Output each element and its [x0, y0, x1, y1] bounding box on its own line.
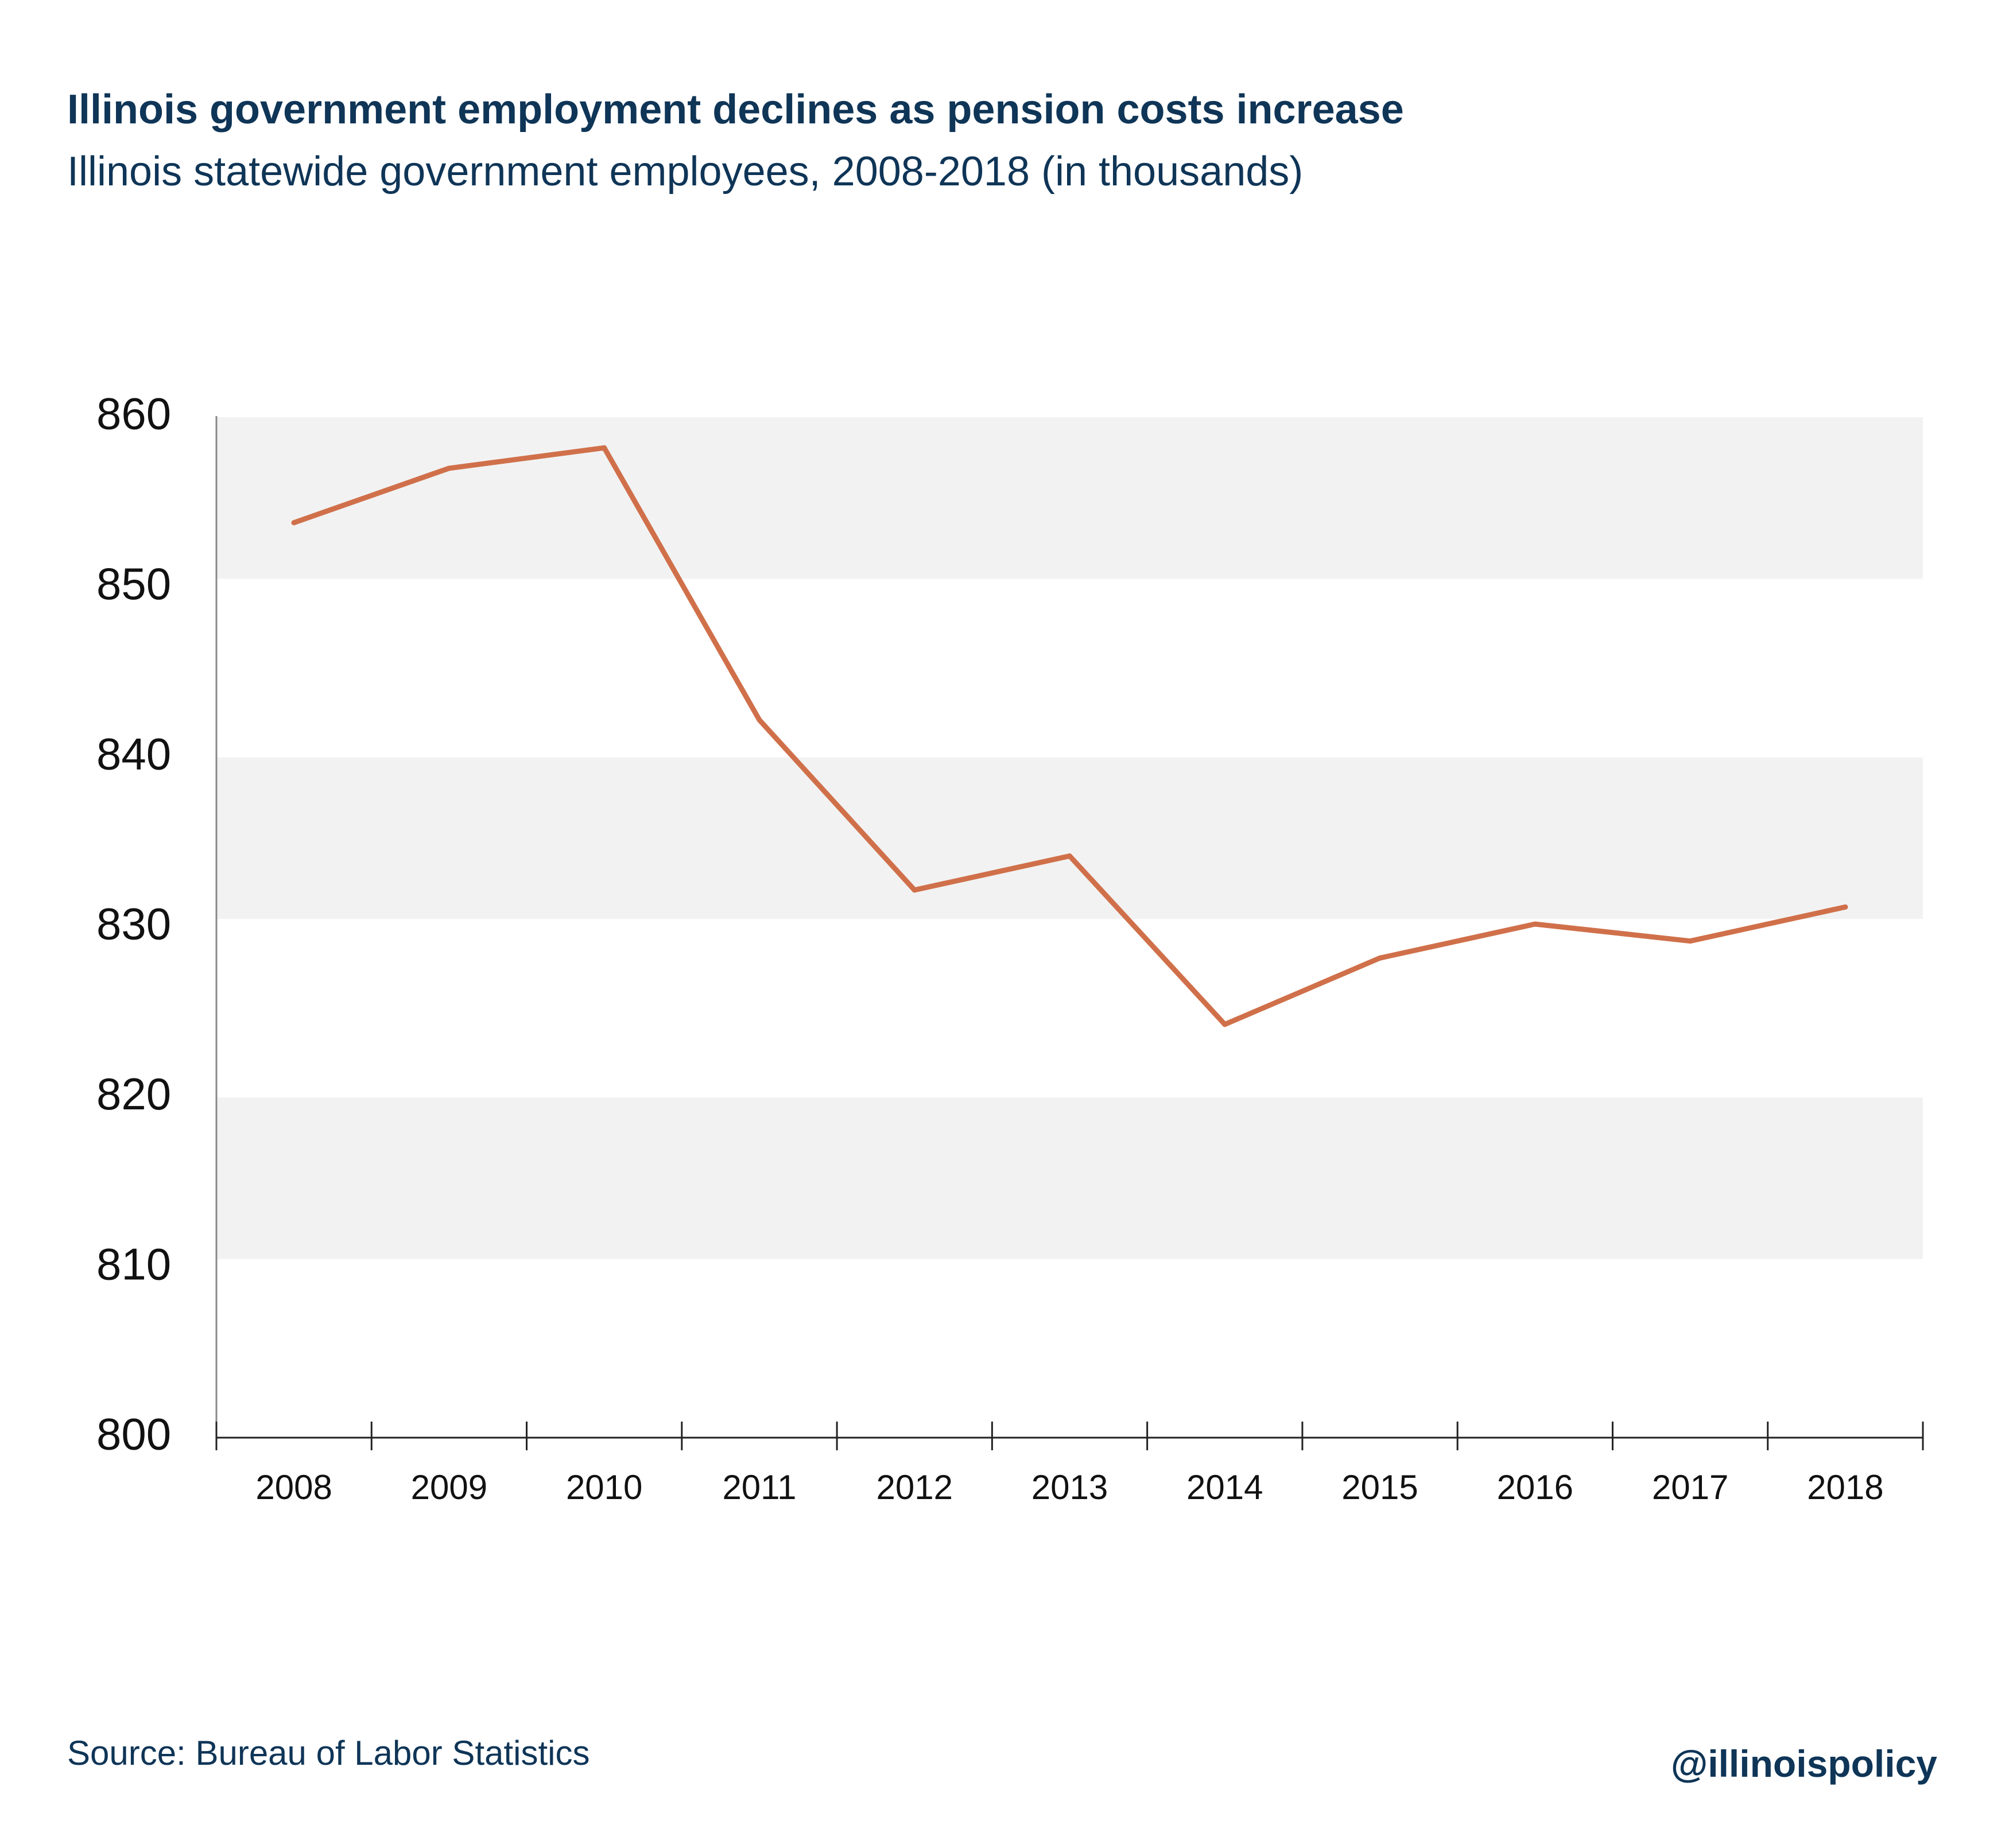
- data-point-2013: [1067, 853, 1072, 859]
- band-2: [216, 1097, 1923, 1259]
- x-tick-label-2010: 2010: [566, 1468, 642, 1507]
- y-tick-label-860: 860: [96, 389, 171, 439]
- x-tick-labels: 2008 2009 2010 2011 2012 2013 2014 2015 2016 2017…: [255, 1468, 1883, 1507]
- data-point-2008: [291, 520, 297, 526]
- data-point-2016: [1532, 921, 1538, 927]
- y-tick-label-810: 810: [96, 1239, 171, 1289]
- chart-title: Illinois government employment declines …: [67, 87, 1404, 133]
- y-tick-label-820: 820: [96, 1069, 171, 1119]
- x-tick-label-2018: 2018: [1807, 1468, 1883, 1507]
- x-tick-label-2015: 2015: [1341, 1468, 1418, 1507]
- x-tick-label-2009: 2009: [411, 1468, 487, 1507]
- axes: [215, 416, 1924, 1450]
- data-point-2015: [1377, 955, 1383, 961]
- data-point-2011: [757, 717, 762, 723]
- data-point-2014: [1222, 1022, 1228, 1027]
- x-tick-label-2013: 2013: [1031, 1468, 1108, 1507]
- y-tick-labels: 800 810 820 830 840 850 860: [96, 389, 171, 1459]
- x-tick-label-2017: 2017: [1652, 1468, 1728, 1507]
- y-tick-label-830: 830: [96, 899, 171, 949]
- x-tick-label-2011: 2011: [722, 1468, 796, 1507]
- source-note: Source: Bureau of Labor Statistics: [67, 1734, 590, 1772]
- y-tick-label-800: 800: [96, 1409, 171, 1459]
- band-1: [216, 757, 1923, 919]
- chart-subtitle: Illinois statewide government employees,…: [67, 149, 1304, 195]
- x-tick-label-2016: 2016: [1497, 1468, 1573, 1507]
- twitter-handle: @illinoispolicy: [1670, 1742, 1937, 1785]
- data-point-2009: [446, 465, 452, 471]
- y-tick-label-840: 840: [96, 728, 171, 779]
- series-group: [291, 445, 1848, 1027]
- x-tick-label-2014: 2014: [1186, 1468, 1263, 1507]
- x-tick-label-2008: 2008: [255, 1468, 332, 1507]
- data-point-2017: [1688, 938, 1693, 944]
- x-tick-label-2012: 2012: [876, 1468, 952, 1507]
- data-point-2018: [1843, 904, 1848, 910]
- data-point-2010: [602, 445, 607, 451]
- y-tick-label-850: 850: [96, 558, 171, 609]
- background-bands: [216, 417, 1923, 1259]
- band-0: [216, 417, 1923, 579]
- data-point-2012: [912, 887, 917, 893]
